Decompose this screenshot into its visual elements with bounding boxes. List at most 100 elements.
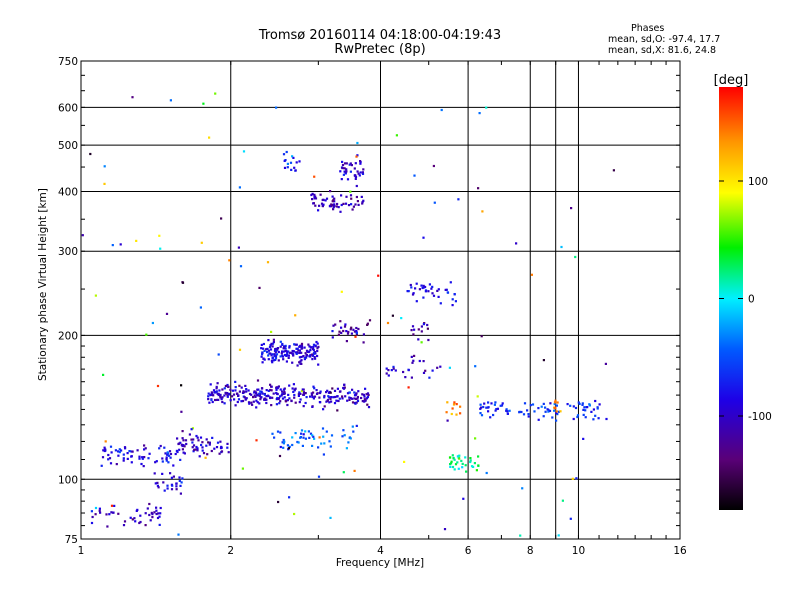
data-point xyxy=(315,389,318,392)
data-point xyxy=(432,164,435,168)
data-point xyxy=(518,411,521,414)
data-point xyxy=(553,403,556,406)
data-point xyxy=(554,407,557,410)
data-point xyxy=(263,393,266,396)
data-point xyxy=(151,321,154,325)
data-point xyxy=(275,386,278,389)
data-point xyxy=(290,399,293,402)
data-point xyxy=(240,400,243,403)
data-point xyxy=(449,281,452,284)
data-point xyxy=(426,323,429,327)
data-point xyxy=(215,446,219,449)
data-point xyxy=(576,415,579,419)
data-point xyxy=(461,466,464,469)
data-point xyxy=(236,400,239,404)
data-point xyxy=(290,351,293,354)
data-point xyxy=(492,413,495,417)
data-point xyxy=(322,203,325,206)
data-point xyxy=(104,448,107,451)
data-point xyxy=(317,209,320,212)
data-point xyxy=(363,400,366,403)
data-point xyxy=(172,464,175,467)
data-point xyxy=(428,376,431,379)
data-point xyxy=(138,455,141,458)
data-point xyxy=(300,345,303,349)
data-point xyxy=(192,438,195,441)
data-point xyxy=(205,438,208,441)
data-point xyxy=(346,392,350,395)
data-point xyxy=(266,351,269,354)
data-point xyxy=(555,404,558,407)
data-point xyxy=(336,409,339,412)
data-point xyxy=(356,397,359,400)
data-point xyxy=(298,345,301,348)
data-point xyxy=(299,436,302,439)
data-point xyxy=(431,369,434,372)
data-point xyxy=(159,506,162,510)
data-point xyxy=(117,450,120,453)
data-point xyxy=(347,441,350,444)
data-point xyxy=(422,323,425,326)
data-point xyxy=(269,352,272,355)
data-point xyxy=(403,460,406,463)
data-point xyxy=(143,456,146,459)
data-point xyxy=(336,387,339,390)
data-point xyxy=(454,463,458,466)
data-point xyxy=(362,333,365,336)
data-point xyxy=(366,396,369,399)
data-point xyxy=(268,346,272,349)
data-point xyxy=(298,356,301,359)
data-point xyxy=(282,438,285,442)
data-point xyxy=(329,516,332,519)
x-axis-label: Frequency [MHz] xyxy=(335,557,425,569)
data-point xyxy=(292,354,295,357)
data-point xyxy=(286,166,289,169)
data-point xyxy=(108,513,111,516)
data-point xyxy=(103,449,106,453)
data-point xyxy=(544,406,547,409)
data-point xyxy=(155,460,158,463)
data-point xyxy=(553,409,556,412)
data-point xyxy=(211,400,214,404)
data-point xyxy=(298,351,301,354)
data-point xyxy=(272,359,275,362)
data-point xyxy=(191,446,194,449)
data-point xyxy=(165,457,168,461)
x-tick-label: 8 xyxy=(527,545,534,557)
data-point xyxy=(343,383,346,387)
data-point xyxy=(312,343,316,346)
data-point xyxy=(286,444,289,447)
data-point xyxy=(311,354,315,357)
data-point xyxy=(273,349,277,352)
data-point xyxy=(226,446,229,449)
data-point xyxy=(556,413,559,416)
data-point xyxy=(407,368,410,371)
data-point xyxy=(345,330,348,333)
data-point xyxy=(345,168,348,171)
phase-stats-x: mean, sd,X: 81.6, 24.8 xyxy=(608,45,717,56)
data-point xyxy=(385,372,388,375)
colorbar-title: [deg] xyxy=(714,73,749,88)
data-point xyxy=(167,461,170,464)
data-point xyxy=(209,383,212,386)
data-point xyxy=(356,154,359,157)
data-point xyxy=(283,396,286,399)
data-point xyxy=(318,436,321,439)
data-point xyxy=(340,178,343,181)
data-point xyxy=(157,512,160,515)
data-point xyxy=(192,450,195,453)
data-point xyxy=(190,438,193,441)
data-point xyxy=(287,393,290,396)
data-point xyxy=(314,197,318,200)
data-point xyxy=(349,397,352,400)
data-point xyxy=(431,292,434,295)
data-point xyxy=(455,413,458,416)
data-point xyxy=(355,184,358,188)
data-point xyxy=(174,452,177,456)
data-point xyxy=(415,300,418,303)
data-point xyxy=(139,520,142,524)
data-point xyxy=(489,416,492,419)
phase-stats-heading: Phases xyxy=(631,23,665,34)
data-point xyxy=(281,393,284,396)
data-point xyxy=(294,401,297,404)
